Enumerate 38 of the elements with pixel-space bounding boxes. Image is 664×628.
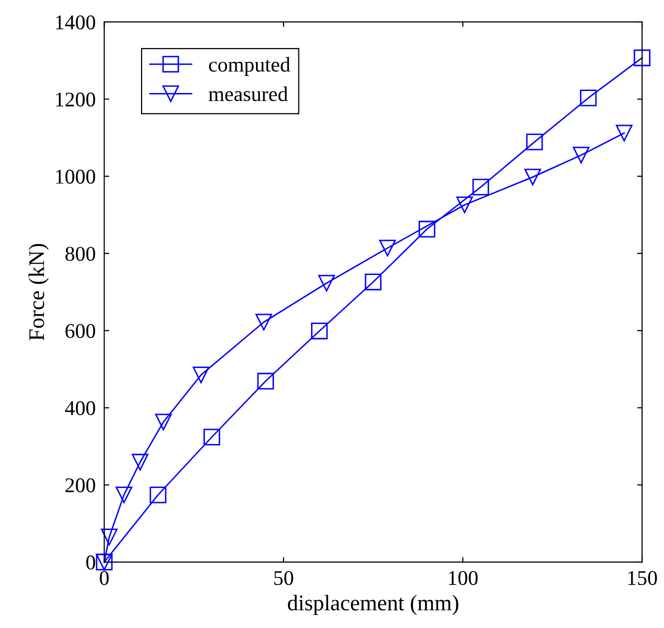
point <box>616 124 632 142</box>
point <box>526 134 543 150</box>
point <box>418 220 436 238</box>
point <box>580 90 597 106</box>
legend-label: computed <box>209 57 290 76</box>
point <box>634 50 650 66</box>
x-axis-title: displacement (mm) <box>288 594 458 615</box>
point <box>472 178 490 196</box>
x-tick-label: 0 <box>100 570 109 586</box>
point <box>132 454 148 470</box>
point <box>203 428 220 446</box>
x-tick-label: 100 <box>449 570 478 586</box>
y-tick-label: 0 <box>86 555 96 570</box>
point <box>150 486 166 504</box>
y-tick-label: 1400 <box>56 15 96 30</box>
point <box>155 414 172 430</box>
point <box>456 196 473 214</box>
y-tick-label: 1200 <box>56 92 96 107</box>
point <box>257 372 274 390</box>
point <box>379 240 396 256</box>
y-tick-label: 400 <box>65 401 96 416</box>
point <box>572 146 590 164</box>
point <box>318 274 335 292</box>
x-tick-label: 150 <box>628 570 657 586</box>
point <box>311 322 328 340</box>
y-tick-label: 800 <box>65 246 96 261</box>
y-tick-label: 600 <box>66 324 96 338</box>
point <box>116 486 132 504</box>
y-tick-label: 200 <box>66 478 96 492</box>
point <box>364 274 382 290</box>
point <box>524 168 542 186</box>
y-axis-title: Force (kN) <box>28 244 49 340</box>
x-tick-label: 50 <box>274 570 294 586</box>
point <box>192 366 210 384</box>
y-tick-label: 1000 <box>56 170 96 184</box>
point <box>255 314 272 330</box>
point <box>100 528 118 546</box>
legend-label: measured <box>208 86 288 102</box>
